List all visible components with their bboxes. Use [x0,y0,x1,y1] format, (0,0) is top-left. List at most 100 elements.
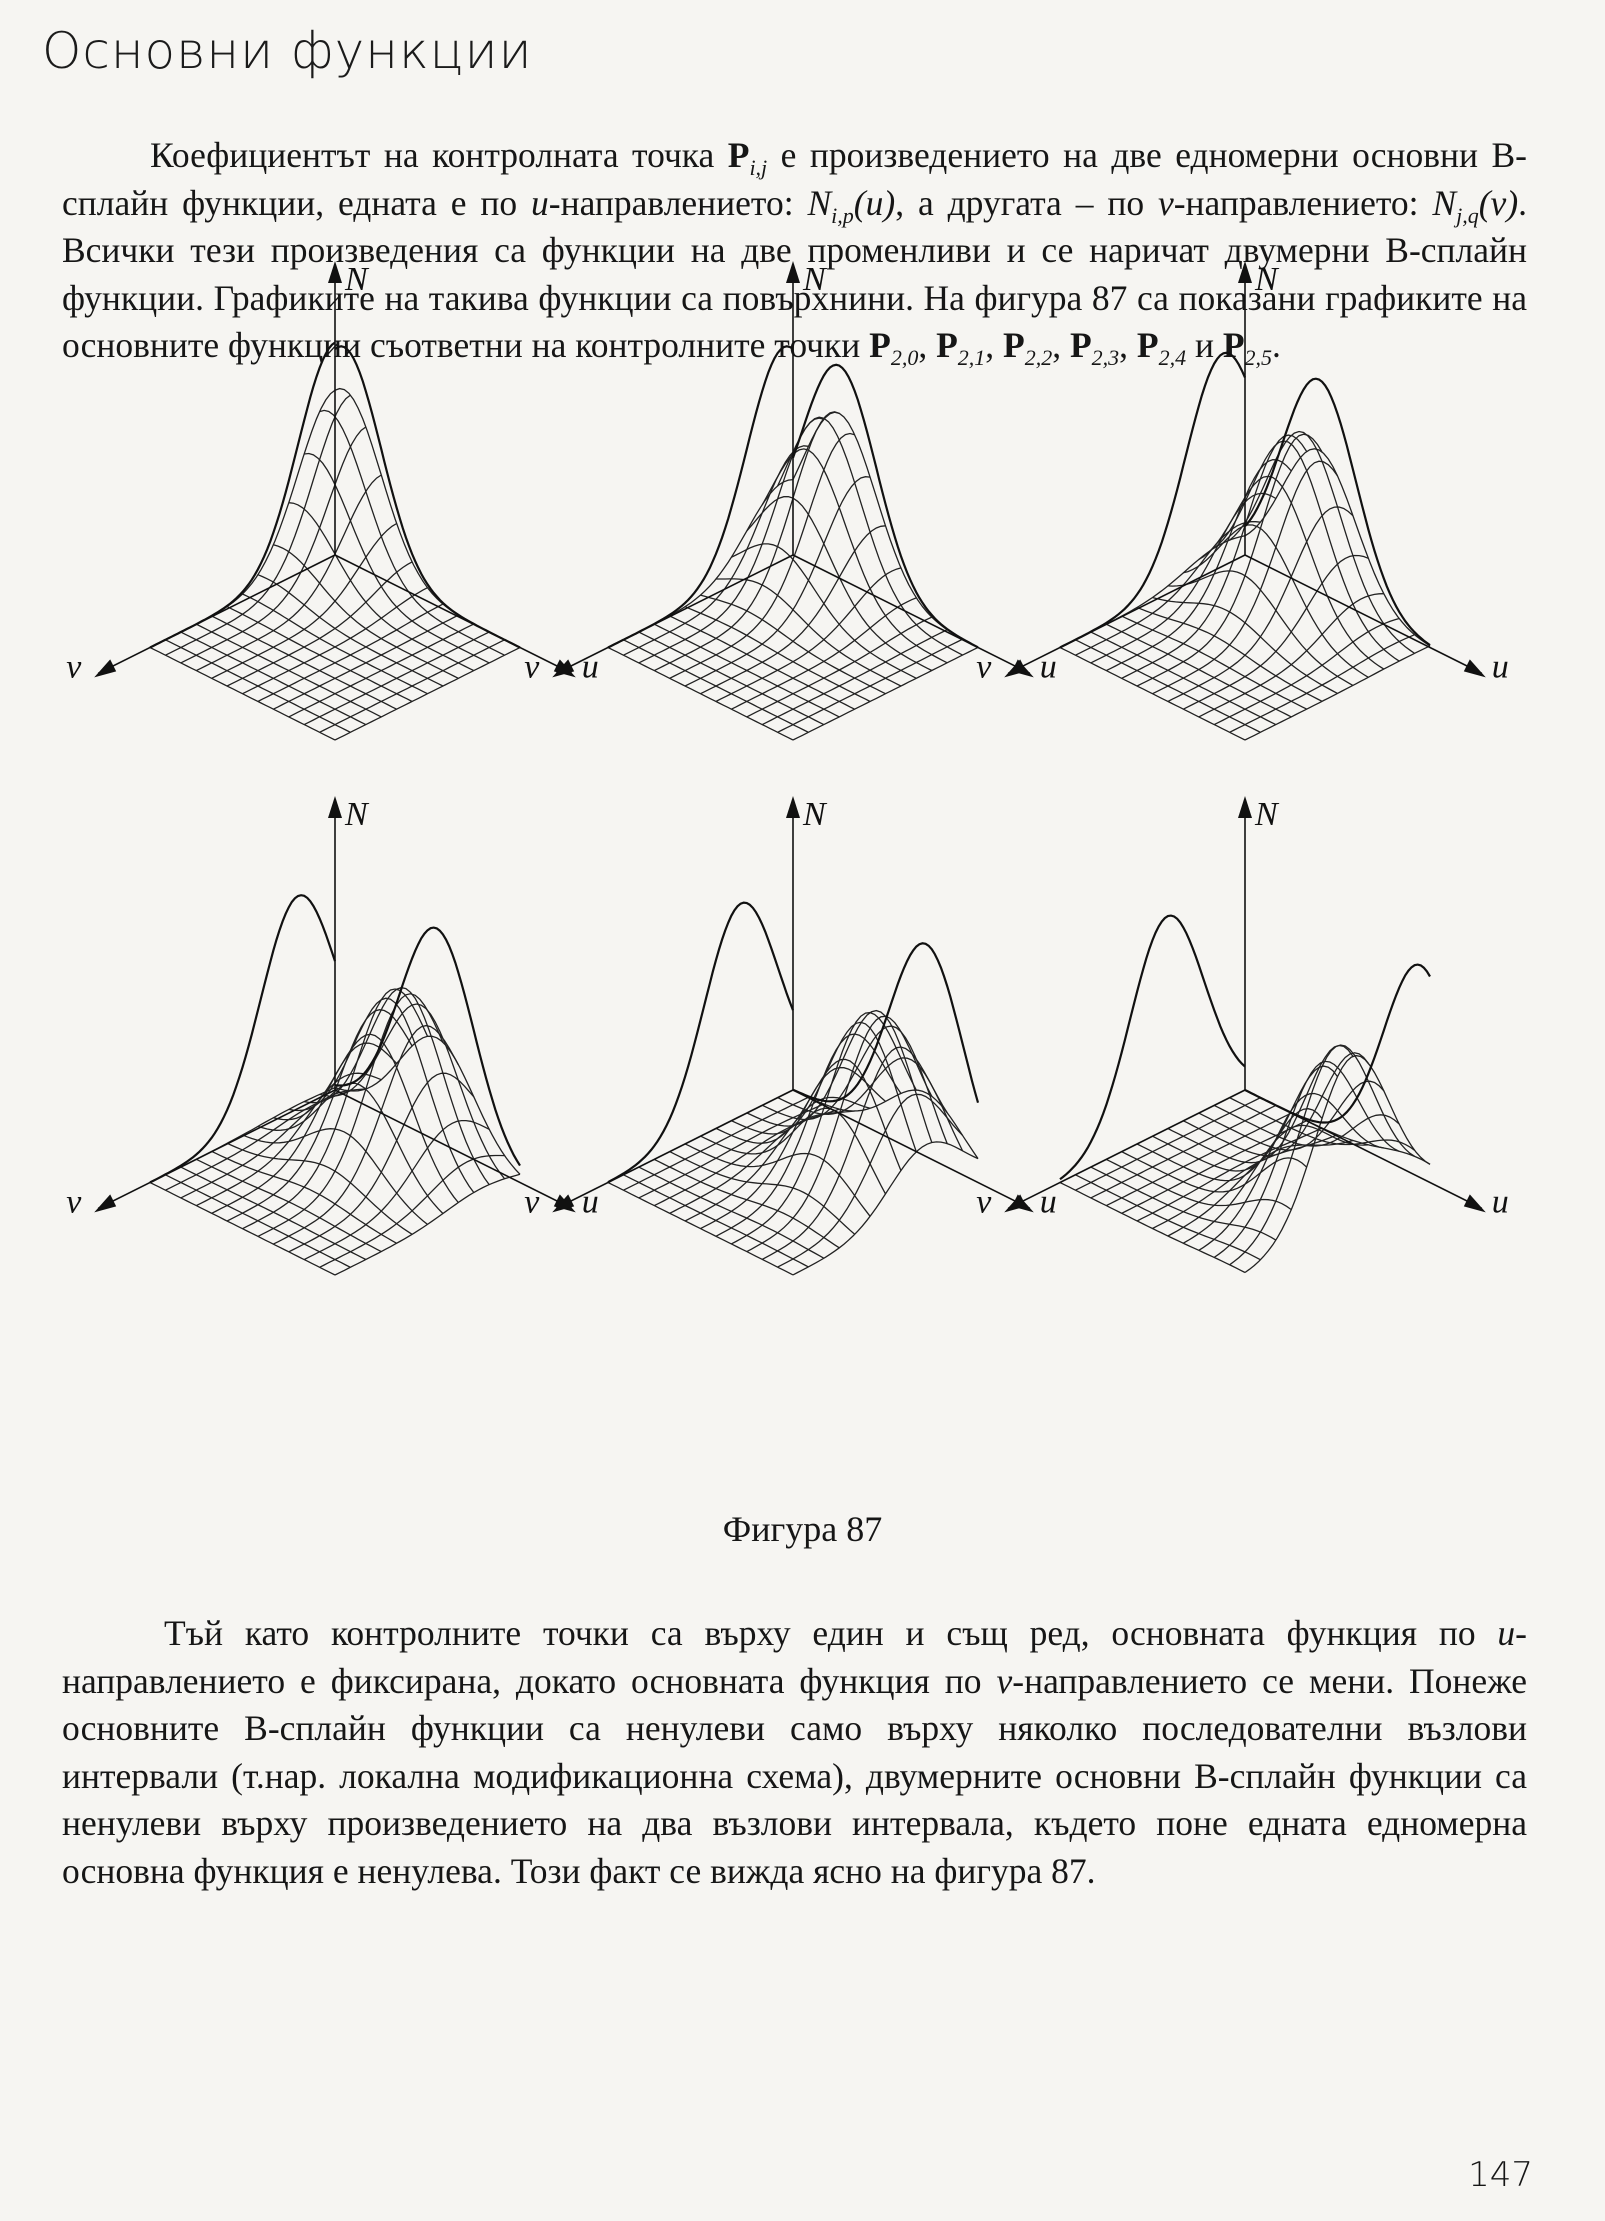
mesh-line-v [165,1174,351,1268]
axis-label-v: v [524,648,540,685]
mesh-line-v [654,623,840,718]
mesh-line-v [746,495,933,672]
mesh-line-v [1090,1166,1277,1241]
mesh-line-v [149,1181,336,1276]
mesh-line-u [731,1011,917,1245]
v-axis-arrow [1004,659,1027,678]
u-axis-arrow [1463,1194,1486,1213]
mesh-line-v [1121,1151,1308,1193]
axis-label-n: N [1254,261,1280,298]
section-header: Основни функции [42,22,533,80]
axis-label-u: u [1040,648,1057,685]
mesh-line-u [715,1033,902,1237]
n-axis-arrow [328,261,342,283]
mesh-line-v [304,452,490,664]
mesh-line-u [638,417,824,664]
u-axis [792,554,1031,675]
axis-label-v: v [524,1183,540,1220]
mesh-line-v [180,1166,367,1261]
mesh-line-u [1167,506,1354,703]
profile-curve-v [1059,914,1246,1181]
mesh-line-v [334,1035,521,1175]
mesh-line-v [731,543,917,679]
surface-panel-2: Nu v [524,261,1057,741]
v-axis [555,554,794,675]
mesh-line-v [1059,1181,1246,1274]
axis-label-v: v [66,648,82,685]
mesh-line-u [1152,1134,1338,1230]
mesh-line-u [1198,593,1384,718]
v-axis [1007,1089,1246,1210]
surface-panel-6: Nu v [976,796,1509,1274]
profile-curve-u [792,942,980,1103]
mesh-line-u [1229,634,1415,733]
profile-curve-u [791,363,979,649]
mesh-line-v [623,1174,809,1268]
mesh-line-v [638,1166,825,1259]
mesh-line-v [149,646,336,741]
axis-label-n: N [802,261,828,298]
surface-panel-5: Nu v [524,796,1057,1276]
mesh-line-u [1075,521,1261,656]
profile-curve-u [334,926,521,1167]
n-axis-arrow [1238,796,1252,818]
n-axis-arrow [786,796,800,818]
mesh-line-u [792,646,979,741]
mesh-line-v [607,1181,794,1276]
profile-curve-v [607,345,794,649]
mesh-line-u [777,638,963,733]
mesh-line-v [638,631,825,726]
u-axis [1244,1089,1483,1210]
mesh-line-u [319,639,505,733]
paragraph-explanation: Тъй като контролните точки са върху един… [62,1613,1527,1891]
v-axis [555,1089,794,1210]
mesh-line-u [1244,1054,1431,1274]
profile-curve-v [149,894,337,1184]
mesh-line-v [607,646,794,741]
mesh-line-v [731,1021,917,1153]
mesh-line-v [1090,631,1277,726]
mesh-line-v [1075,1174,1261,1261]
u-axis-arrow [1463,659,1486,678]
mesh-line-u [792,1141,979,1276]
mesh-line-v [165,639,351,733]
mesh-line-v [334,387,521,649]
mesh-line-u [1183,554,1369,710]
v-axis-arrow [94,1194,117,1213]
mesh-line-u [777,1093,964,1268]
u-axis [1244,554,1483,675]
mesh-line-u [1244,645,1431,741]
axis-label-u: u [1040,1183,1057,1220]
mesh-line-u [334,646,521,741]
mesh-line-v [669,1151,856,1235]
mesh-line-u [165,394,351,656]
mesh-line-v [746,1009,933,1143]
n-axis-arrow [328,796,342,818]
mesh-line-v [792,411,979,648]
page-number: 147 [1468,2155,1533,2195]
mesh-line-u [1136,433,1323,687]
axis-label-u: u [1492,1183,1509,1220]
mesh-line-v [1229,430,1415,654]
u-axis [334,554,573,675]
mesh-line-v [273,1033,459,1203]
v-axis-arrow [94,659,117,678]
profile-curve-v [1059,351,1247,649]
mesh-line-u [684,476,871,687]
mesh-line-u [623,445,809,656]
v-axis-arrow [1004,1194,1027,1213]
figure-caption: Фигура 87 [722,1509,883,1549]
mesh-line-v [1059,646,1246,741]
mesh-line-v [180,631,367,726]
n-axis-arrow [786,261,800,283]
mesh-line-v [1121,615,1307,710]
surface-panel-1: Nuv [66,261,599,741]
mesh-line-v [1075,639,1261,733]
profile-curve-u [1244,963,1431,1124]
axis-label-u: u [1492,648,1509,685]
mesh-line-u [334,1173,521,1276]
v-axis-arrow [552,1194,575,1213]
axis-label-n: N [1254,796,1280,833]
profile-curve-v [607,901,795,1184]
